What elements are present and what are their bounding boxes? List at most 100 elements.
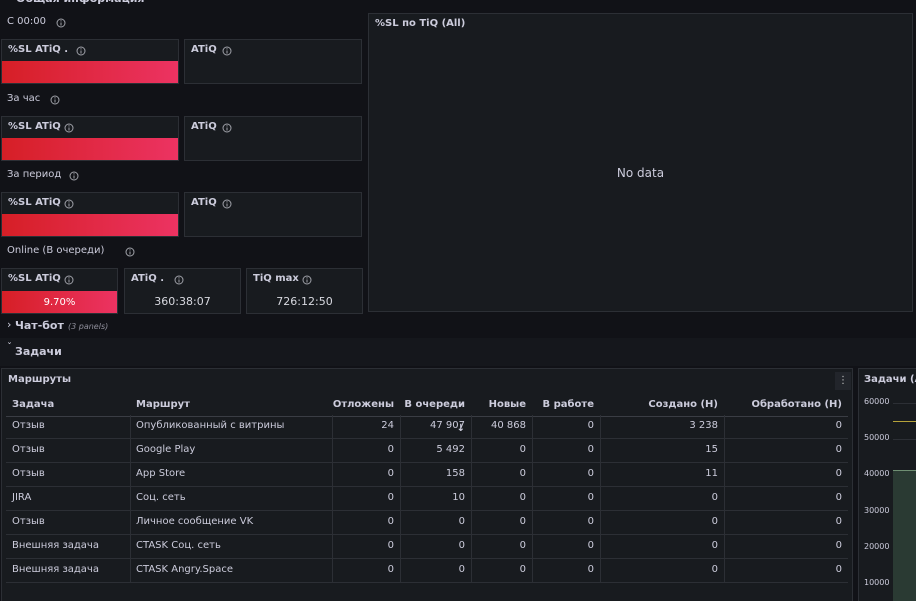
stat-panel: %SL ATiQ [1, 192, 179, 237]
stat-value: 360:38:07 [154, 295, 211, 308]
col-divider [532, 535, 533, 558]
table-cell: 0 [711, 540, 718, 551]
row-title[interactable]: Чат-бот [15, 319, 64, 332]
table-cell: 0 [519, 540, 526, 551]
column-header[interactable]: Создано (Н) [648, 399, 718, 410]
info-icon[interactable] [76, 46, 86, 56]
col-divider [130, 415, 131, 438]
col-divider [532, 439, 533, 462]
col-divider [724, 511, 725, 534]
panel-title: TiQ max [253, 273, 299, 284]
col-divider [400, 463, 401, 486]
col-divider [724, 463, 725, 486]
table-cell: 0 [387, 540, 394, 551]
panel-title: %SL ATiQ [8, 197, 61, 208]
info-icon[interactable] [174, 275, 184, 285]
panel-title: ATiQ [191, 121, 217, 132]
table-cell: 0 [711, 564, 718, 575]
info-icon[interactable] [64, 275, 74, 285]
col-divider [600, 511, 601, 534]
column-header[interactable]: В очереди ↓ [404, 399, 465, 434]
panel-title: Задачи (All [864, 374, 916, 385]
table-cell: Отзыв [12, 444, 45, 455]
panel-menu[interactable]: ⋮ [835, 372, 851, 390]
table-cell: 11 [705, 468, 718, 479]
row-title[interactable]: Задачи [15, 345, 62, 358]
table-cell: 0 [587, 492, 594, 503]
table-cell: 0 [835, 492, 842, 503]
table-cell: JIRA [12, 492, 32, 503]
table-cell: 0 [387, 516, 394, 527]
col-divider [130, 439, 131, 462]
table-cell: 24 [381, 420, 394, 431]
row-line [6, 462, 848, 463]
column-header[interactable]: Задача [12, 399, 55, 410]
table-cell: 0 [587, 444, 594, 455]
panel-title: %SL ATiQ . [8, 44, 69, 55]
stat-panel: %SL ATiQ [1, 116, 179, 161]
stat-panel: TiQ max 726:12:50 [246, 268, 363, 314]
info-icon[interactable] [64, 123, 74, 133]
stat-bar [2, 214, 178, 236]
panel-title: ATiQ [191, 197, 217, 208]
info-icon[interactable] [56, 18, 66, 28]
table-cell: 0 [711, 516, 718, 527]
col-divider [332, 463, 333, 486]
table-cell: 0 [458, 564, 465, 575]
table-cell: 0 [387, 468, 394, 479]
column-header[interactable]: Обработано (Н) [751, 399, 842, 410]
section-title: Общая информация [16, 0, 145, 5]
col-divider [471, 439, 472, 462]
col-divider [471, 559, 472, 582]
column-header[interactable]: Отложены [332, 399, 394, 410]
info-icon[interactable] [222, 199, 232, 209]
table-cell: 0 [835, 444, 842, 455]
header-line [6, 416, 848, 417]
col-divider [400, 439, 401, 462]
table-cell: Отзыв [12, 516, 45, 527]
panel-title: %SL ATiQ [8, 121, 61, 132]
y-tick-label: 10000 [864, 578, 890, 587]
col-divider [600, 535, 601, 558]
info-icon[interactable] [302, 275, 312, 285]
table-cell: 158 [445, 468, 465, 479]
table-cell: Внешняя задача [12, 540, 99, 551]
col-divider [600, 439, 601, 462]
info-icon[interactable] [125, 247, 135, 257]
info-icon[interactable] [222, 123, 232, 133]
y-tick-label: 50000 [864, 433, 890, 443]
table-cell: CTASK Соц. сеть [136, 540, 221, 551]
col-divider [724, 415, 725, 438]
col-divider [532, 487, 533, 510]
col-divider [724, 559, 725, 582]
stat-bar: 9.70% [2, 291, 117, 313]
stat-panel: ATiQ . 360:38:07 [124, 268, 241, 314]
row-note: (3 panels) [68, 322, 109, 331]
table-cell: 0 [387, 492, 394, 503]
grid-line [893, 439, 916, 441]
series-area [893, 471, 916, 601]
panel-title: Маршруты [8, 374, 71, 385]
col-divider [130, 463, 131, 486]
column-header[interactable]: Новые [488, 399, 526, 410]
stat-bar [2, 61, 178, 83]
table-cell: 0 [519, 468, 526, 479]
column-header[interactable]: В работе [542, 399, 594, 410]
column-header[interactable]: Маршрут [136, 399, 190, 410]
col-divider [332, 511, 333, 534]
info-icon[interactable] [50, 95, 60, 105]
col-divider [532, 559, 533, 582]
info-icon[interactable] [64, 199, 74, 209]
table-cell: 0 [587, 540, 594, 551]
group-label: За период [7, 169, 62, 180]
col-divider [600, 415, 601, 438]
table-cell: Отзыв [12, 468, 45, 479]
info-icon[interactable] [69, 171, 79, 181]
info-icon[interactable] [222, 46, 232, 56]
col-divider [400, 415, 401, 438]
col-divider [600, 487, 601, 510]
table-cell: 10 [452, 492, 465, 503]
col-divider [130, 511, 131, 534]
row-line [6, 582, 848, 583]
